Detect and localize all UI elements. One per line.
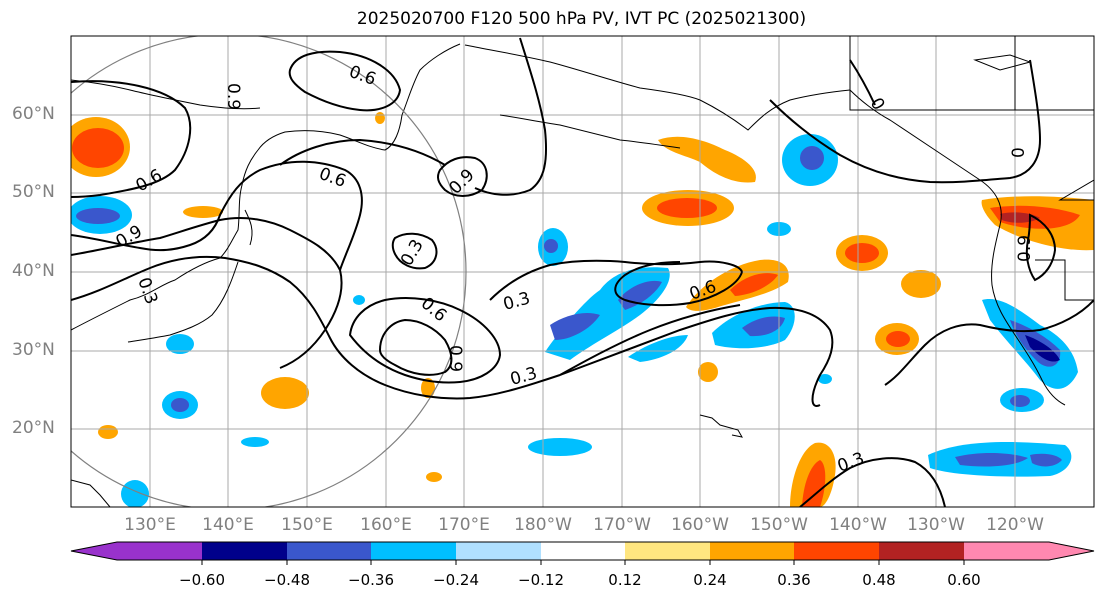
- contour-label: 0: [1009, 147, 1029, 158]
- contour-label: 0.6: [316, 164, 348, 192]
- colorbar-tick-label: 0.48: [862, 571, 896, 589]
- graticule: [71, 36, 1094, 507]
- colorbar-tick-label: 0.60: [947, 571, 981, 589]
- map-title: 2025020700 F120 500 hPa PV, IVT PC (2025…: [356, 9, 807, 29]
- contour-label: 0.6: [346, 62, 378, 90]
- contour-label: 0.3: [835, 449, 867, 477]
- contour-label: 0.3: [508, 364, 539, 390]
- pv-contours: [71, 37, 1094, 507]
- colorbar-tick-label: 0.24: [693, 571, 727, 589]
- lon-label: 130°E: [124, 515, 176, 535]
- lat-label-60n: 60°N: [12, 104, 55, 124]
- colorbar: [70, 541, 1095, 565]
- lon-label: 120°W: [986, 515, 1044, 535]
- colorbar-tick-label: 0.12: [608, 571, 642, 589]
- contour-label: 0.9: [1015, 235, 1035, 262]
- lon-label: 130°W: [907, 515, 965, 535]
- lon-label: 180°W: [514, 515, 572, 535]
- lon-label: 140°W: [829, 515, 887, 535]
- lon-label: 160°E: [360, 515, 412, 535]
- lon-label: 160°W: [671, 515, 729, 535]
- colorbar-tick-label: −0.36: [348, 571, 394, 589]
- contour-label: 0.3: [397, 236, 428, 269]
- contour-label: 0.9: [223, 83, 243, 110]
- colorbar-tick-label: −0.12: [518, 571, 564, 589]
- contour-label: 0: [866, 95, 889, 114]
- contour-label: 0.3: [501, 289, 532, 315]
- contour-label: 0.9: [445, 345, 465, 372]
- lon-label: 150°E: [281, 515, 333, 535]
- contour-label: 0.6: [133, 165, 166, 196]
- lat-label-30n: 30°N: [12, 340, 55, 360]
- lon-label: 140°E: [202, 515, 254, 535]
- map-frame: [70, 35, 1095, 508]
- ivt-shading: [71, 112, 1094, 507]
- lon-label: 150°W: [750, 515, 808, 535]
- colorbar-tick-label: 0.36: [777, 571, 811, 589]
- lon-label: 170°E: [438, 515, 490, 535]
- reference-circle: [71, 36, 467, 507]
- lat-label-20n: 20°N: [12, 418, 55, 438]
- lat-label-50n: 50°N: [12, 182, 55, 202]
- lat-label-40n: 40°N: [12, 261, 55, 281]
- colorbar-tick-label: −0.24: [433, 571, 479, 589]
- lon-label: 170°W: [593, 515, 651, 535]
- colorbar-tick-label: −0.60: [179, 571, 225, 589]
- colorbar-tick-label: −0.48: [264, 571, 310, 589]
- contour-label: 0.3: [133, 275, 161, 307]
